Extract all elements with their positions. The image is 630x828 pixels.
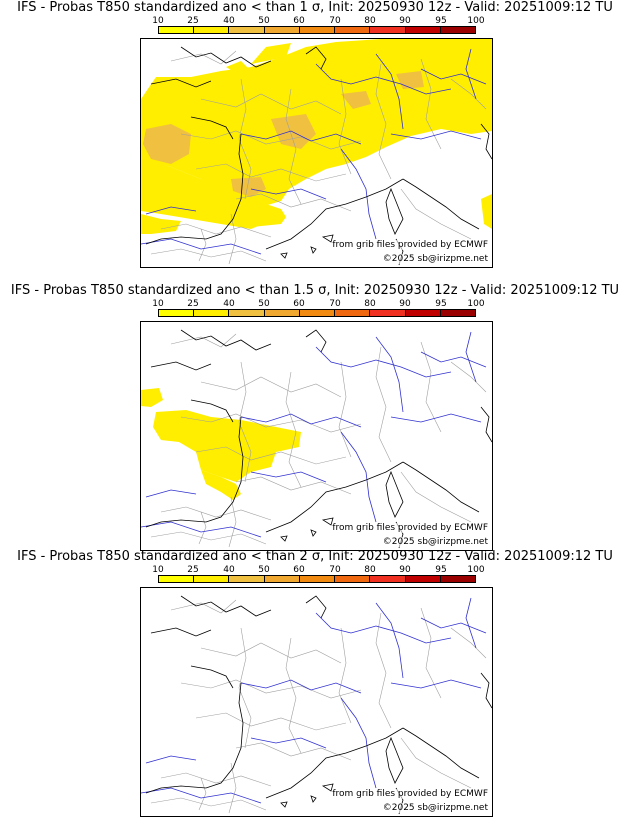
scale-label: 10 [152,299,164,309]
scale-label: 40 [223,565,235,575]
scale-swatch [264,310,300,316]
scale-label: 90 [399,565,411,575]
scale-swatch [299,576,336,582]
credit-copyright: ©2025 sb@irizpme.net [382,803,488,813]
scale-label: 100 [467,16,485,26]
scale-swatch [299,310,336,316]
scale-swatch [229,310,265,316]
scale-labels: 10 25 40 50 60 70 80 90 95 100 [152,299,484,309]
color-scale [158,26,476,34]
probability-area [141,388,301,500]
scale-label: 95 [435,565,447,575]
map: from grib files provided by ECMWF ©2025 … [140,321,493,551]
scale-swatch [370,576,406,582]
color-scale [158,575,476,583]
scale-swatch [335,310,371,316]
scale-label: 60 [293,565,305,575]
scale-label: 90 [399,16,411,26]
scale-swatch [370,310,406,316]
scale-swatch [194,310,230,316]
scale-label: 95 [435,299,447,309]
map-graphic [141,595,492,815]
map: from grib files provided by ECMWF ©2025 … [140,38,493,268]
scale-swatch [335,27,371,33]
scale-label: 60 [293,16,305,26]
scale-label: 10 [152,16,164,26]
credit-copyright: ©2025 sb@irizpme.net [382,537,488,547]
scale-labels: 10 25 40 50 60 70 80 90 95 100 [152,16,484,26]
scale-label: 50 [258,565,270,575]
scale-swatch [335,576,371,582]
scale-swatch [440,576,475,582]
probability-area [141,39,492,234]
scale-swatch [229,27,265,33]
credit-source: from grib files provided by ECMWF [332,240,488,250]
scale-swatch [159,310,195,316]
scale-swatch [405,310,441,316]
scale-swatch [194,27,230,33]
scale-label: 25 [187,16,199,26]
panel-title: IFS - Probas T850 standardized ano < tha… [17,549,613,564]
scale-swatch [159,576,195,582]
scale-label: 50 [258,299,270,309]
scale-label: 80 [364,565,376,575]
scale-label: 70 [329,565,341,575]
scale-swatch [405,576,441,582]
scale-swatch [229,576,265,582]
scale-label: 40 [223,16,235,26]
credit-copyright: ©2025 sb@irizpme.net [382,254,488,264]
scale-label: 25 [187,299,199,309]
credit-source: from grib files provided by ECMWF [332,789,488,799]
scale-swatch [159,27,195,33]
map-graphic [141,329,492,549]
scale-swatch [264,27,300,33]
scale-label: 25 [187,565,199,575]
scale-label: 60 [293,299,305,309]
map-graphic [141,39,492,266]
scale-label: 95 [435,16,447,26]
scale-label: 50 [258,16,270,26]
scale-swatch [370,27,406,33]
panel-sigma-2: IFS - Probas T850 standardized ano < tha… [0,549,630,817]
scale-swatch [299,27,336,33]
scale-swatch [264,576,300,582]
scale-swatch [194,576,230,582]
panel-sigma-1-5: IFS - Probas T850 standardized ano < tha… [0,283,630,551]
scale-label: 40 [223,299,235,309]
scale-label: 70 [329,299,341,309]
panel-sigma-1: IFS - Probas T850 standardized ano < tha… [0,0,630,268]
scale-label: 80 [364,299,376,309]
scale-label: 100 [467,299,485,309]
map: from grib files provided by ECMWF ©2025 … [140,587,493,817]
scale-label: 90 [399,299,411,309]
scale-swatch [440,27,475,33]
panel-title: IFS - Probas T850 standardized ano < tha… [17,0,613,15]
scale-swatch [405,27,441,33]
scale-label: 80 [364,16,376,26]
credit-source: from grib files provided by ECMWF [332,523,488,533]
scale-label: 100 [467,565,485,575]
panel-title: IFS - Probas T850 standardized ano < tha… [10,283,620,298]
scale-label: 10 [152,565,164,575]
scale-label: 70 [329,16,341,26]
scale-swatch [440,310,475,316]
color-scale [158,309,476,317]
scale-labels: 10 25 40 50 60 70 80 90 95 100 [152,565,484,575]
